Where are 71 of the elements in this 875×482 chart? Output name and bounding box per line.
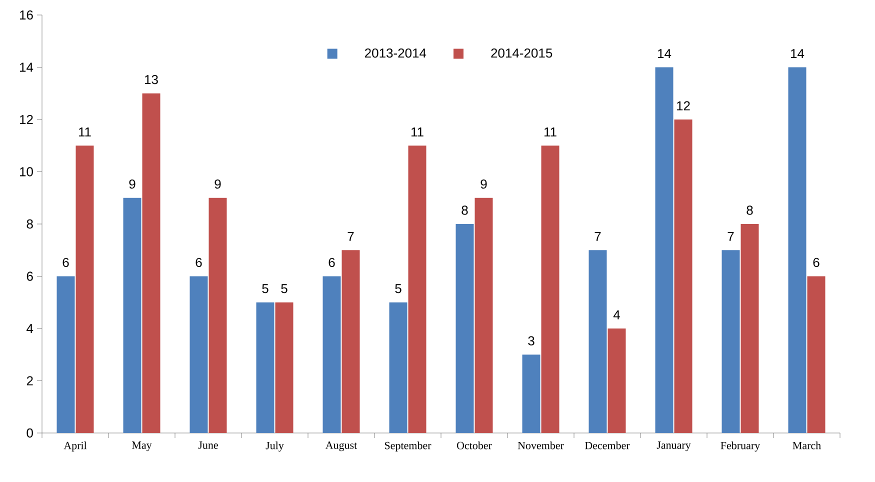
x-tick-label: February [720,442,760,452]
bar [541,146,560,433]
bar [408,146,426,433]
data-label: 6 [62,258,69,268]
bar [588,250,607,433]
bar [142,93,160,433]
bar [807,276,826,433]
data-label: 9 [129,179,136,189]
bar [522,354,540,433]
bar [722,250,740,433]
legend-label: 2013-2014 [364,48,426,58]
x-tick-label: December [584,442,630,450]
x-tick-label: October [456,442,492,450]
bar [608,328,626,433]
bar [322,276,341,433]
x-tick-label: January [656,442,691,452]
data-label: 6 [196,258,202,268]
y-tick-label: 6 [26,272,33,281]
bar [208,198,227,433]
bar [76,146,94,433]
data-label: 5 [262,284,268,294]
data-label: 7 [594,232,601,241]
data-label: 3 [528,336,534,346]
y-tick-label: 10 [20,167,33,176]
data-label: 5 [281,284,288,294]
bar [474,198,493,433]
data-label: 7 [728,232,734,241]
data-label: 8 [746,206,753,215]
x-tick-label: March [792,442,821,450]
data-label: 12 [677,101,690,110]
data-label: 14 [658,49,672,58]
bar [342,250,360,433]
data-label: 13 [145,74,158,84]
x-tick-label: September [384,442,432,452]
y-tick-label: 14 [20,62,34,72]
data-label: 14 [791,49,804,58]
x-tick-label: June [198,442,218,449]
bar [788,67,806,433]
data-label: 9 [214,179,221,189]
bar [389,302,408,433]
data-label: 11 [78,127,91,136]
bar [123,198,142,433]
data-label: 9 [480,179,487,189]
data-label: 5 [395,284,402,294]
data-label: 7 [348,232,354,241]
bar [190,276,208,433]
data-label: 6 [813,258,820,268]
bar [456,224,474,433]
data-label: 11 [411,127,424,136]
x-tick-label: November [518,442,564,450]
bar [275,302,294,433]
y-tick-label: 0 [26,428,33,438]
y-tick-label: 12 [20,114,33,124]
legend-label: 2014-2015 [491,48,552,58]
bar [655,67,674,433]
data-label: 8 [462,206,468,215]
y-tick-label: 8 [26,219,33,229]
data-label: 11 [544,127,556,136]
y-tick-label: 4 [26,324,34,333]
x-tick-label: May [132,442,152,452]
y-tick-label: 2 [26,376,33,386]
x-tick-label: April [64,442,87,452]
x-tick-label: August [325,442,358,452]
data-label: 4 [613,310,620,320]
bar [674,119,692,433]
data-label: 6 [328,258,335,268]
bar [740,224,759,433]
bar [56,276,75,433]
x-tick-label: July [266,442,284,452]
bar [256,302,274,433]
y-tick-label: 16 [20,10,33,20]
